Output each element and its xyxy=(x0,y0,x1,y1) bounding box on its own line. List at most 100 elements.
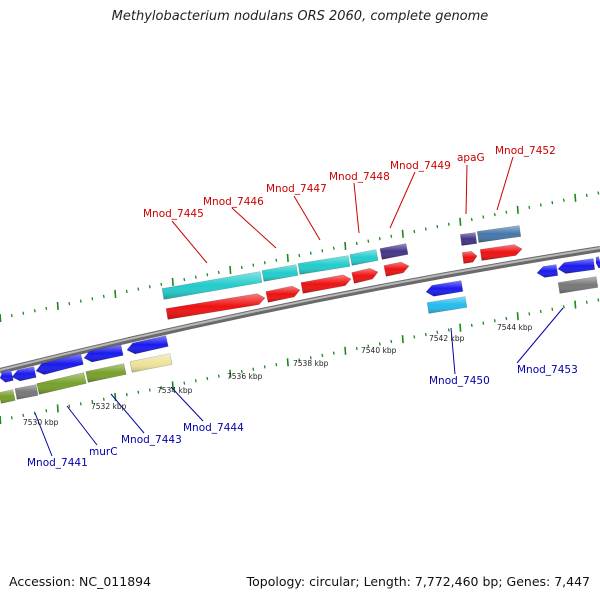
scale-label: 7538 kbp xyxy=(293,359,329,368)
forward-gene-label: Mnod_7452 xyxy=(495,145,556,157)
upper-tick xyxy=(10,313,13,318)
accession-text: Accession: NC_011894 xyxy=(9,574,152,589)
reverse-label-leader xyxy=(66,405,98,446)
reverse-gene-bar-shade xyxy=(129,353,173,373)
upper-tick xyxy=(22,311,25,315)
forward-cds-arrow-shade xyxy=(480,244,522,261)
reverse-cds-arrow-shade xyxy=(36,353,84,375)
lower-tick xyxy=(298,358,301,362)
forward-cds-arrow-shade xyxy=(166,293,265,320)
upper-tick xyxy=(33,309,36,313)
scale-label: 7536 kbp xyxy=(227,372,263,381)
lower-tick xyxy=(10,416,13,420)
upper-tick xyxy=(367,239,370,243)
lower-tick xyxy=(459,323,462,332)
lower-tick xyxy=(493,319,496,323)
upper-tick xyxy=(390,234,393,238)
upper-tick xyxy=(263,261,266,265)
forward-gene-bar-shade xyxy=(349,249,379,266)
forward-cds-arrow-shade xyxy=(265,286,300,303)
forward-cds-arrow-shade xyxy=(383,262,409,277)
lower-tick xyxy=(79,402,82,406)
reverse-gene-label: Mnod_7450 xyxy=(429,375,490,387)
upper-tick xyxy=(194,275,197,279)
lower-tick xyxy=(148,388,151,392)
lower-tick xyxy=(447,328,450,332)
forward-label-leader xyxy=(496,156,514,211)
lower-tick xyxy=(424,332,427,337)
upper-tick xyxy=(298,253,301,258)
upper-tick xyxy=(229,265,232,274)
reverse-label-leader xyxy=(110,393,145,434)
reverse-cds-arrow-shade xyxy=(0,369,14,383)
lower-tick xyxy=(436,330,439,334)
reverse-cds-arrow-shade xyxy=(596,256,600,268)
lower-tick xyxy=(229,369,232,378)
upper-tick xyxy=(79,299,82,303)
labels: 7530 kbp 7532 kbp 7534 kbp 7536 kbp 7538 kbp… xyxy=(23,145,578,469)
upper-tick xyxy=(459,217,462,226)
upper-tick xyxy=(102,294,105,298)
lower-tick xyxy=(528,312,531,316)
forward-gene-label: apaG xyxy=(457,152,485,164)
scale-label: 7544 kbp xyxy=(497,323,533,332)
reverse-gene-label: Mnod_7444 xyxy=(183,422,244,434)
scale-label: 7532 kbp xyxy=(91,402,127,411)
forward-gene-label: Mnod_7445 xyxy=(143,208,204,220)
upper-tick xyxy=(91,297,94,301)
upper-tick xyxy=(240,265,243,270)
reverse-gene-label: Mnod_7453 xyxy=(517,364,578,376)
reverse-cds-arrow-shade xyxy=(12,366,37,381)
forward-label-leader xyxy=(353,182,360,234)
upper-tick xyxy=(493,213,496,217)
lower-tick xyxy=(217,374,220,378)
upper-tick xyxy=(436,225,439,229)
upper-tick xyxy=(413,229,416,234)
reverse-gene-label: Mnod_7441 xyxy=(27,457,88,469)
upper-tick xyxy=(206,273,209,277)
reverse-label-leader xyxy=(450,327,456,375)
reverse-gene-label: murC xyxy=(89,446,118,458)
reverse-gene-bar-shade xyxy=(14,384,39,400)
lower-tick xyxy=(91,399,94,404)
lower-tick xyxy=(551,307,554,311)
upper-tick xyxy=(447,222,450,226)
lower-tick xyxy=(125,392,128,397)
reverse-gene-bar-shade xyxy=(36,372,87,395)
reverse-label-leader xyxy=(516,307,564,364)
upper-tick xyxy=(114,289,117,299)
lower-tick xyxy=(160,386,163,390)
upper-tick xyxy=(171,277,174,287)
forward-gene-bar-shade xyxy=(298,255,350,275)
lower-tick xyxy=(344,346,347,355)
gene-features xyxy=(0,225,600,404)
lower-tick xyxy=(413,335,416,339)
upper-tick xyxy=(309,251,312,255)
forward-cds-arrow-shade xyxy=(301,274,351,294)
upper-tick xyxy=(574,193,577,202)
lower-tick xyxy=(22,413,25,418)
lower-tick xyxy=(137,390,140,394)
upper-tick xyxy=(585,193,588,198)
lower-tick xyxy=(56,404,59,413)
lower-tick xyxy=(102,397,105,401)
upper-tick xyxy=(148,285,151,289)
upper-tick xyxy=(562,198,565,202)
upper-tick xyxy=(286,253,289,262)
lower-tick xyxy=(516,312,519,321)
upper-tick xyxy=(125,289,128,294)
upper-tick xyxy=(528,205,531,210)
reverse-cds-arrow-shade xyxy=(537,264,558,278)
upper-tick xyxy=(516,205,519,214)
lower-tick xyxy=(206,376,209,381)
lower-tick xyxy=(597,298,600,302)
label-leaders xyxy=(34,156,564,457)
reverse-cds-arrow-shade xyxy=(84,344,124,362)
lower-tick xyxy=(252,367,255,371)
forward-label-leader xyxy=(231,207,277,249)
lower-tick xyxy=(390,339,393,344)
lower-tick xyxy=(482,321,485,325)
lower-tick xyxy=(183,381,186,385)
lower-tick xyxy=(470,323,473,328)
reverse-gene-bar-shade xyxy=(85,363,127,383)
